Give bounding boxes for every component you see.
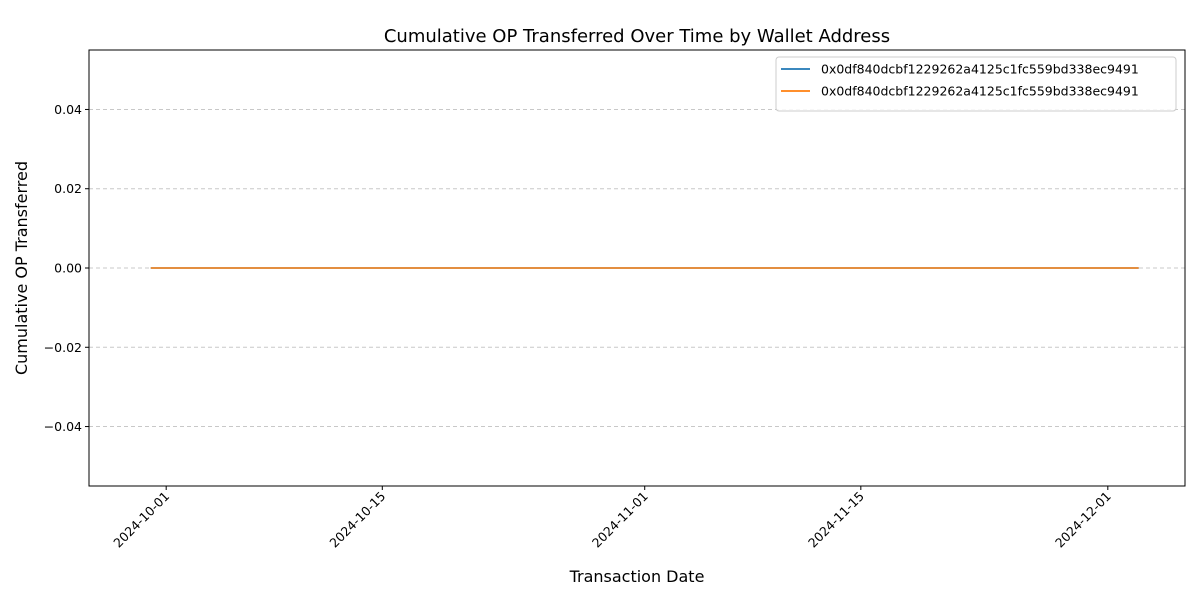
y-tick-label: −0.04 [44,419,82,434]
y-axis-label: Cumulative OP Transferred [12,161,31,375]
y-tick-label: −0.02 [44,340,82,355]
y-tick-label: 0.02 [54,181,82,196]
y-axis: −0.04 −0.02 0.00 0.02 0.04 [44,102,89,434]
x-tick-label: 2024-11-15 [805,489,867,551]
legend-label: 0x0df840dcbf1229262a4125c1fc559bd338ec94… [821,62,1139,77]
x-tick-label: 2024-12-01 [1052,489,1114,551]
legend-box [775,56,1177,112]
x-tick-label: 2024-11-01 [589,489,651,551]
x-axis-label: Transaction Date [569,567,705,586]
y-tick-label: 0.00 [54,261,82,276]
chart-title: Cumulative OP Transferred Over Time by W… [384,26,890,47]
x-tick-label: 2024-10-15 [326,489,388,551]
legend-label: 0x0df840dcbf1229262a4125c1fc559bd338ec94… [821,84,1139,99]
y-tick-label: 0.04 [54,102,82,117]
x-tick-label: 2024-10-01 [110,489,172,551]
legend: 0x0df840dcbf1229262a4125c1fc559bd338ec94… [775,56,1177,112]
x-axis: 2024-10-01 2024-10-15 2024-11-01 2024-11-15… [110,486,1114,550]
